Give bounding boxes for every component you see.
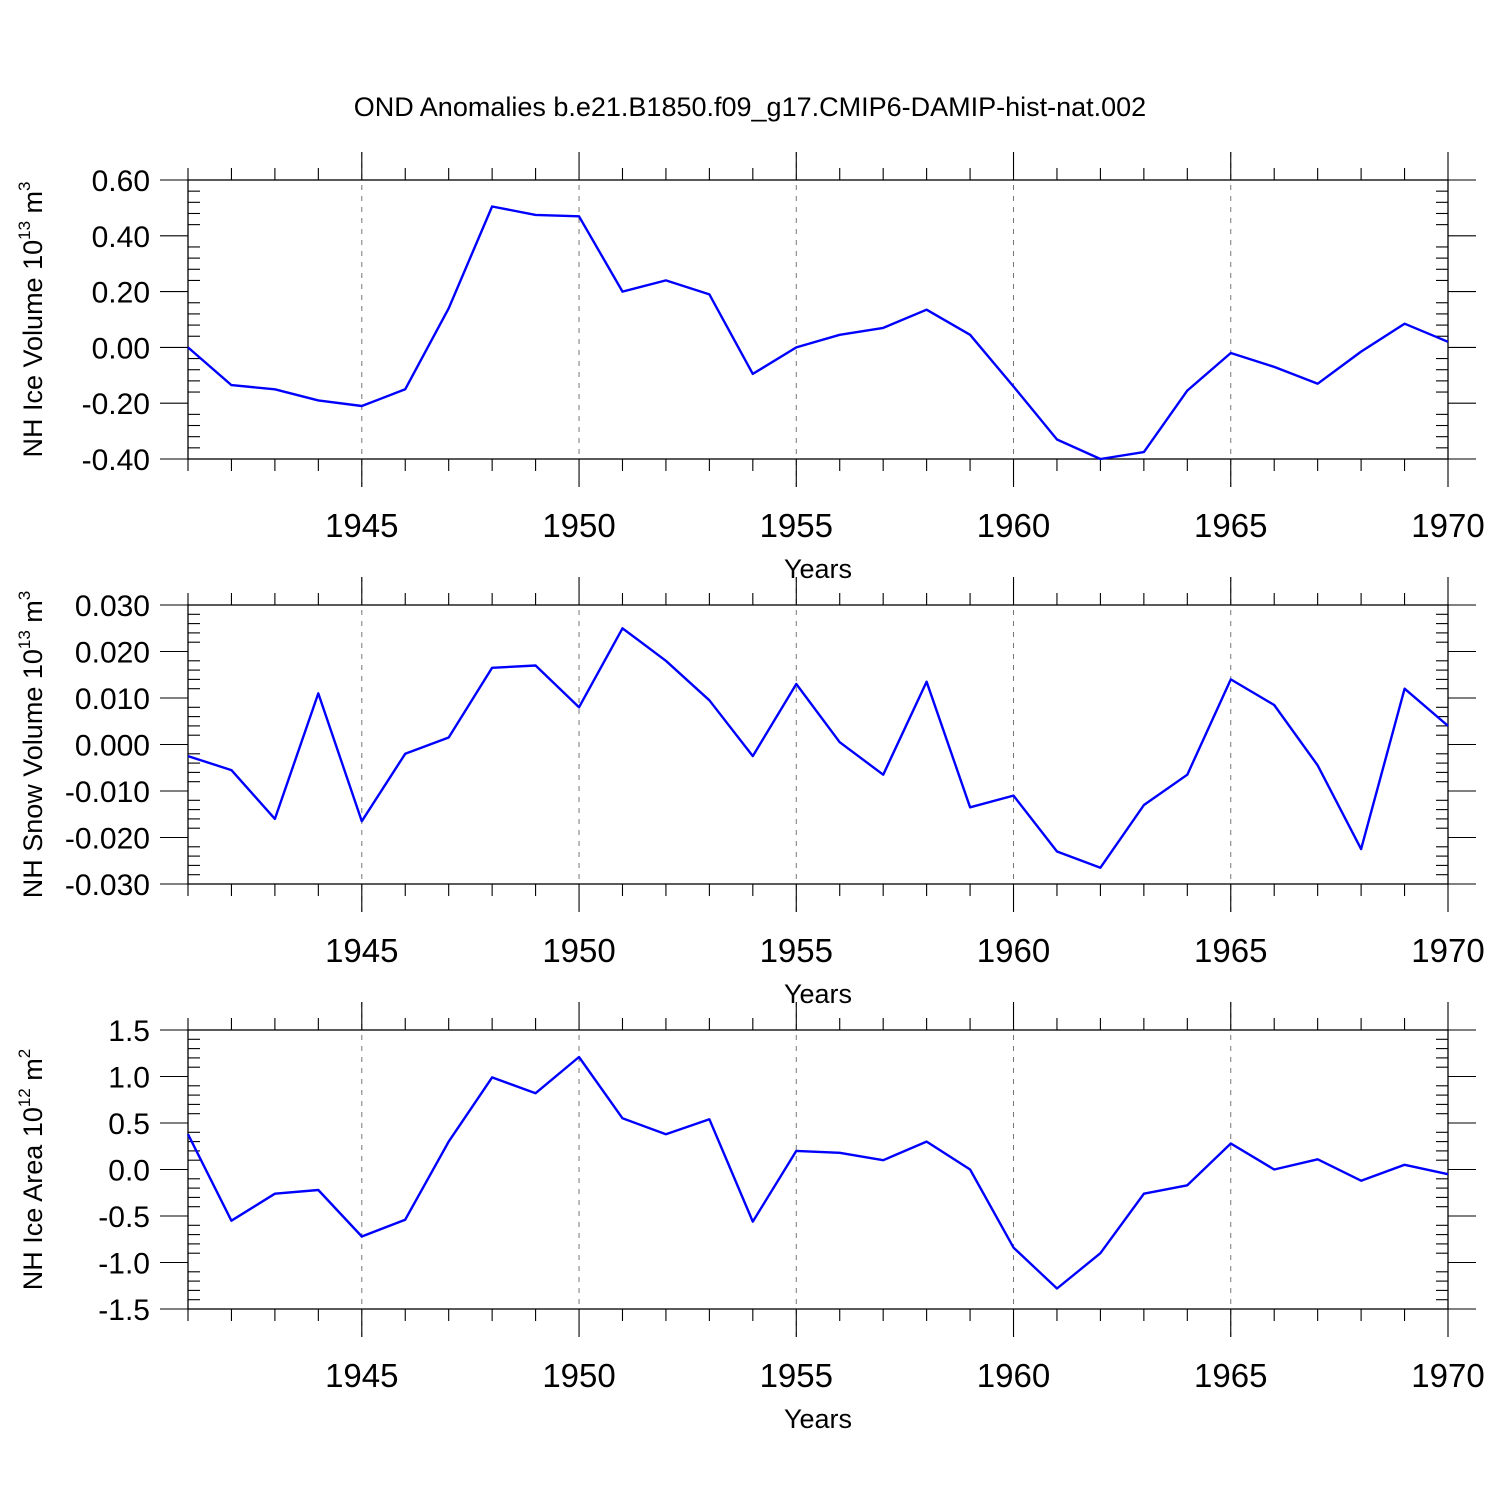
- ice-area-y-tick-label: -0.5: [98, 1201, 150, 1234]
- snow-volume-x-tick-label: 1965: [1194, 932, 1267, 969]
- ice-area-x-tick-label: 1960: [977, 1357, 1050, 1394]
- snow-volume-y-axis-label: NH Snow Volume 1013 m3: [15, 591, 48, 899]
- snow-volume-y-tick-label: -0.020: [65, 823, 150, 856]
- ice-area-x-axis-label: Years: [784, 1404, 852, 1434]
- ice-volume-series-line: [187, 205, 1449, 461]
- ice-volume-x-tick-label: 1955: [760, 507, 833, 544]
- ice-volume-y-tick-label: 0.40: [92, 221, 150, 254]
- figure-title: OND Anomalies b.e21.B1850.f09_g17.CMIP6-…: [354, 92, 1146, 122]
- ice-area-y-axis-label-exponent: 12: [15, 1088, 34, 1107]
- snow-volume-x-tick-label: 1960: [977, 932, 1050, 969]
- ice-area-y-tick-label: 1.5: [108, 1015, 150, 1048]
- snow-volume-x-tick-label: 1955: [760, 932, 833, 969]
- ice-area-y-tick-label: 1.0: [108, 1062, 150, 1095]
- ice-area-y-axis-label-text: NH Ice Area 10: [18, 1107, 48, 1290]
- ice-volume-plot-frame: [187, 179, 1449, 460]
- snow-volume-x-tick-label: 1950: [542, 932, 615, 969]
- snow-volume-y-tick-label: 0.010: [75, 683, 150, 716]
- ice-volume-y-axis-label-exponent: 13: [15, 221, 34, 240]
- ice-area-x-tick-label: 1945: [325, 1357, 398, 1394]
- panel-snow-volume: -0.030 -0.020 -0.010 0.000 0.010 0.020 0.030 19…: [15, 577, 1485, 1009]
- snow-volume-y-axis-label-exponent: 13: [15, 630, 34, 649]
- panel-ice-volume: -0.40 -0.20 0.00 0.20 0.40 0.60 1945 1950 1955 19…: [15, 152, 1485, 584]
- snow-volume-x-tick-label: 1945: [325, 932, 398, 969]
- ice-volume-y-axis-label-text: NH Ice Volume 10: [18, 240, 48, 458]
- ice-area-x-tick-label: 1970: [1411, 1357, 1484, 1394]
- ice-area-x-tick-label: 1965: [1194, 1357, 1267, 1394]
- snow-volume-y-tick-label: -0.030: [65, 869, 150, 902]
- ice-area-y-tick-label: -1.0: [98, 1248, 150, 1281]
- ice-volume-x-tick-label: 1960: [977, 507, 1050, 544]
- snow-volume-y-tick-label: -0.010: [65, 776, 150, 809]
- ice-volume-y-tick-label: -0.20: [82, 388, 150, 421]
- snow-volume-y-axis-label-unit: m: [18, 600, 48, 630]
- snow-volume-x-axis-label: Years: [784, 979, 852, 1009]
- ice-area-series-line: [186, 1055, 1449, 1290]
- ice-area-y-axis-label-unit-exponent: 2: [15, 1049, 34, 1058]
- ice-volume-x-tick-label: 1950: [542, 507, 615, 544]
- ice-area-x-tick-label: 1950: [542, 1357, 615, 1394]
- snow-volume-y-tick-label: 0.030: [75, 590, 150, 623]
- ice-area-y-axis-label-unit: m: [18, 1058, 48, 1088]
- ice-volume-y-tick-label: 0.60: [92, 165, 150, 198]
- snow-volume-y-tick-label: 0.000: [75, 730, 150, 763]
- ice-volume-x-tick-label: 1965: [1194, 507, 1267, 544]
- ice-volume-y-axis-label-unit: m: [18, 191, 48, 221]
- ice-volume-x-tick-label: 1945: [325, 507, 398, 544]
- ice-volume-y-axis-label-unit-exponent: 3: [15, 182, 34, 191]
- ice-area-y-tick-label: 0.5: [108, 1108, 150, 1141]
- ice-volume-x-tick-label: 1970: [1411, 507, 1484, 544]
- snow-volume-series-line: [187, 627, 1449, 869]
- ice-volume-y-tick-label: 0.20: [92, 277, 150, 310]
- panel-ice-area: -1.5 -1.0 -0.5 0.0 0.5 1.0 1.5 1945 1950 1955 1960…: [15, 1002, 1485, 1434]
- ice-volume-y-axis-label: NH Ice Volume 1013 m3: [15, 182, 48, 458]
- ice-area-y-tick-label: -1.5: [98, 1294, 150, 1327]
- ice-area-y-tick-label: 0.0: [108, 1155, 150, 1188]
- ice-volume-y-tick-label: -0.40: [82, 444, 150, 477]
- ice-volume-y-tick-label: 0.00: [92, 332, 150, 365]
- snow-volume-y-tick-label: 0.020: [75, 637, 150, 670]
- snow-volume-y-axis-label-unit-exponent: 3: [15, 591, 34, 600]
- ice-area-y-axis-label: NH Ice Area 1012 m2: [15, 1049, 48, 1290]
- snow-volume-y-axis-label-text: NH Snow Volume 10: [18, 649, 48, 898]
- ice-area-plot-frame: [187, 1029, 1449, 1310]
- ice-area-x-tick-label: 1955: [760, 1357, 833, 1394]
- snow-volume-plot-frame: [187, 604, 1449, 885]
- snow-volume-x-tick-label: 1970: [1411, 932, 1484, 969]
- ice-volume-x-axis-label: Years: [784, 554, 852, 584]
